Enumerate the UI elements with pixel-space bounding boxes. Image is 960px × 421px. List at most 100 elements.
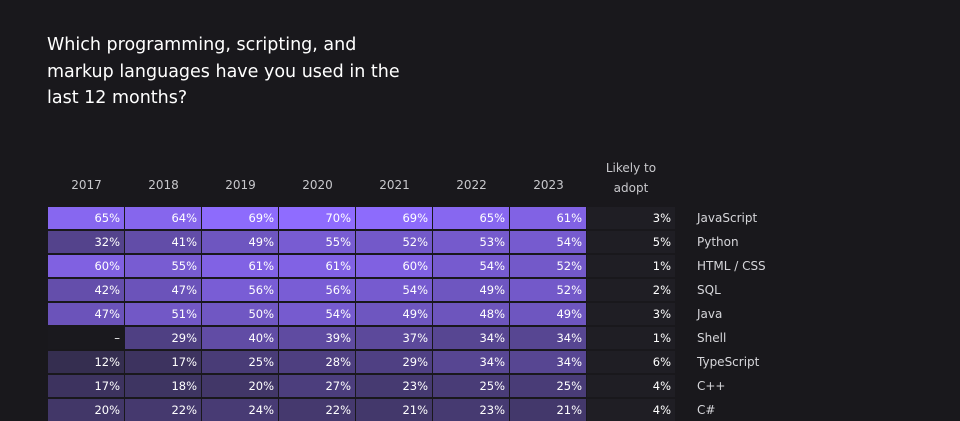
heatmap-cell: 32% [48,231,124,253]
heatmap-cell: 61% [202,255,278,277]
heatmap-cell: 50% [202,303,278,325]
heatmap-cell: 64% [125,207,201,229]
heatmap-cell: 56% [279,279,355,301]
heatmap-cell: 22% [279,399,355,421]
heatmap-cell: 47% [125,279,201,301]
column-header-2017: 2017 [71,178,102,192]
language-label: C# [697,403,716,417]
heatmap-row-shell: –29% 40% 39% 37% 34% 34% 1% Shell [48,327,848,349]
heatmap-cell: 21% [356,399,432,421]
column-header-row: 2017 2018 2019 2020 2021 2022 2023 Likely to ad… [48,150,688,200]
column-header-2018: 2018 [148,178,179,192]
language-label: C++ [697,379,726,393]
heatmap-cell: 24% [202,399,278,421]
heatmap-cell: 48% [433,303,509,325]
heatmap-cell: 65% [433,207,509,229]
heatmap-cell: 49% [510,303,586,325]
heatmap-cell: 34% [433,327,509,349]
heatmap-cell: 17% [125,351,201,373]
likely-to-adopt-cell: 4% [587,375,675,397]
heatmap-row-c-: 17% 18% 20% 27% 23% 25% 25% 4% C++ [48,375,848,397]
heatmap-cell: 34% [510,351,586,373]
heatmap-cell: 20% [48,399,124,421]
heatmap-row-python: 32% 41% 49% 55% 52% 53% 54% 5% Python [48,231,848,253]
language-label: SQL [697,283,721,297]
column-header-likely-to-adopt: Likely to adopt [605,161,657,195]
heatmap-cell: 25% [510,375,586,397]
heatmap-cell: 54% [510,231,586,253]
heatmap-cell: 37% [356,327,432,349]
heatmap-cell: 47% [48,303,124,325]
heatmap-cell: 60% [48,255,124,277]
heatmap-cell: 51% [125,303,201,325]
heatmap-row-c-: 20% 22% 24% 22% 21% 23% 21% 4% C# [48,399,848,421]
heatmap-cell: 40% [202,327,278,349]
language-label: Java [697,307,723,321]
heatmap-cell: 23% [356,375,432,397]
likely-to-adopt-cell: 1% [587,327,675,349]
heatmap-cell: 49% [202,231,278,253]
heatmap-cell: 49% [356,303,432,325]
heatmap-cell: 55% [125,255,201,277]
heatmap-cell: 28% [279,351,355,373]
heatmap-cell: – [48,327,124,349]
heatmap-cell: 69% [202,207,278,229]
heatmap-cell: 34% [433,351,509,373]
column-header-2021: 2021 [379,178,410,192]
heatmap-cell: 21% [510,399,586,421]
heatmap-cell: 56% [202,279,278,301]
column-header-2023: 2023 [533,178,564,192]
likely-to-adopt-cell: 2% [587,279,675,301]
heatmap-cell: 25% [202,351,278,373]
heatmap-cell: 60% [356,255,432,277]
heatmap-row-sql: 42% 47% 56% 56% 54% 49% 52% 2% SQL [48,279,848,301]
heatmap-cell: 49% [433,279,509,301]
likely-to-adopt-cell: 1% [587,255,675,277]
likely-to-adopt-cell: 5% [587,231,675,253]
heatmap-cell: 65% [48,207,124,229]
heatmap-cell: 61% [279,255,355,277]
column-header-2022: 2022 [456,178,487,192]
chart-title: Which programming, scripting, and markup… [47,35,400,108]
language-label: HTML / CSS [697,259,766,273]
heatmap-row-java: 47% 51% 50% 54% 49% 48% 49% 3% Java [48,303,848,325]
heatmap-row-javascript: 65% 64% 69% 70% 69% 65% 61% 3% JavaScript [48,207,848,229]
language-label: TypeScript [697,355,760,369]
heatmap-cell: 53% [433,231,509,253]
heatmap-cell: 54% [433,255,509,277]
heatmap-row-html-css: 60% 55% 61% 61% 60% 54% 52% 1% HTML / CSS [48,255,848,277]
heatmap-cell: 23% [433,399,509,421]
heatmap-cell: 18% [125,375,201,397]
heatmap-grid: 65% 64% 69% 70% 69% 65% 61% 3% JavaScript 32% 41% 4… [48,207,848,421]
heatmap-row-typescript: 12% 17% 25% 28% 29% 34% 34% 6% TypeScript [48,351,848,373]
heatmap-cell: 17% [48,375,124,397]
heatmap-cell: 29% [356,351,432,373]
heatmap-cell: 34% [510,327,586,349]
heatmap-cell: 61% [510,207,586,229]
heatmap-cell: 22% [125,399,201,421]
heatmap-cell: 69% [356,207,432,229]
heatmap-cell: 54% [279,303,355,325]
heatmap-cell: 52% [356,231,432,253]
column-header-2019: 2019 [225,178,256,192]
heatmap-cell: 12% [48,351,124,373]
heatmap-cell: 25% [433,375,509,397]
heatmap-cell: 42% [48,279,124,301]
heatmap-cell: 54% [356,279,432,301]
language-label: Python [697,235,739,249]
likely-to-adopt-cell: 4% [587,399,675,421]
likely-to-adopt-cell: 6% [587,351,675,373]
language-label: JavaScript [697,211,758,225]
language-label: Shell [697,331,727,345]
heatmap-cell: 39% [279,327,355,349]
heatmap-cell: 52% [510,279,586,301]
heatmap-cell: 29% [125,327,201,349]
heatmap-cell: 20% [202,375,278,397]
heatmap-cell: 27% [279,375,355,397]
heatmap-cell: 52% [510,255,586,277]
heatmap-cell: 41% [125,231,201,253]
heatmap-cell: 70% [279,207,355,229]
likely-to-adopt-cell: 3% [587,303,675,325]
heatmap-cell: 55% [279,231,355,253]
column-header-2020: 2020 [302,178,333,192]
